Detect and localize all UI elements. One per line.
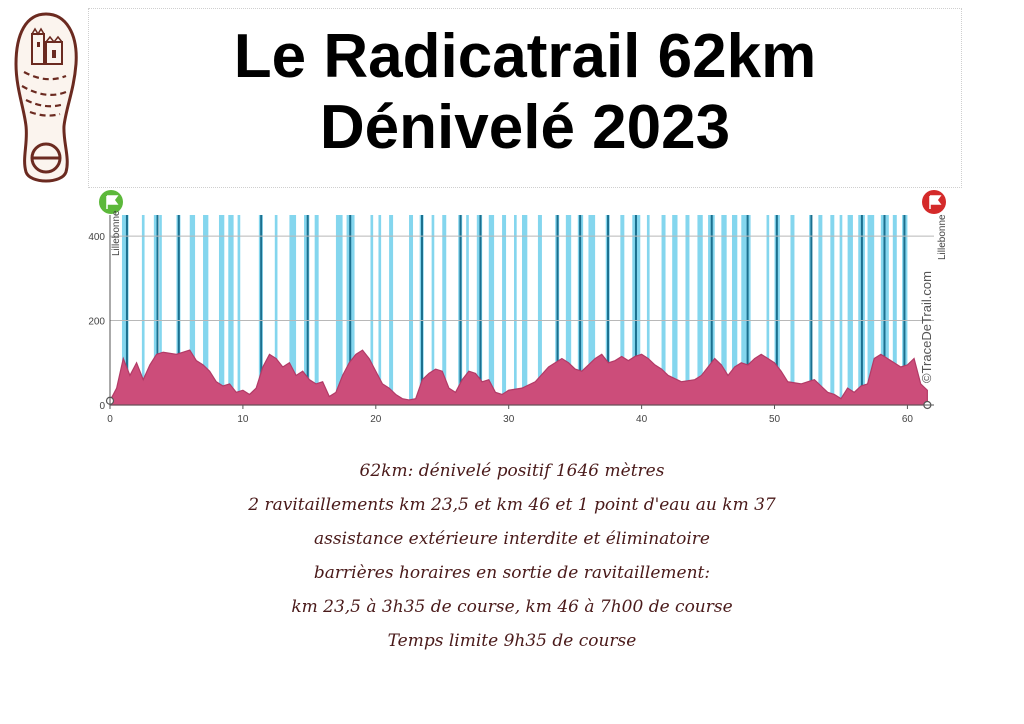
forest-band <box>378 215 382 405</box>
forest-band <box>588 215 596 405</box>
forest-band-dark <box>125 215 128 405</box>
forest-band <box>431 215 435 405</box>
forest-band <box>646 215 650 405</box>
forest-band <box>502 215 507 405</box>
forest-band <box>203 215 209 405</box>
forest-band-dark <box>459 215 462 405</box>
x-tick-label: 20 <box>370 414 382 425</box>
forest-band-dark <box>156 215 159 405</box>
forest-band <box>274 215 278 405</box>
info-line-refreshments: 2 ravitaillements km 23,5 et km 46 et 1 … <box>248 495 776 515</box>
forest-bands <box>121 215 908 405</box>
forest-band <box>466 215 469 405</box>
forest-band-dark <box>556 215 559 405</box>
forest-band-dark <box>479 215 482 405</box>
forest-band <box>218 215 225 405</box>
forest-band <box>121 215 129 405</box>
elevation-chart: 0 10 20 30 40 50 60 0 200 400 Lillebonne Lillebon… <box>88 190 948 425</box>
y-tick-label: 200 <box>88 317 105 328</box>
info-line-assistance: assistance extérieure interdite et élimi… <box>314 529 710 549</box>
forest-band <box>731 215 738 405</box>
forest-band-dark <box>634 215 637 405</box>
forest-band-dark <box>775 215 778 405</box>
forest-band <box>189 215 196 405</box>
forest-band <box>159 215 162 405</box>
forest-band <box>672 215 678 405</box>
x-tick-label: 60 <box>902 414 914 425</box>
forest-band <box>721 215 727 405</box>
forest-band-dark <box>710 215 713 405</box>
info-line-cutoffs-heading: barrières horaires en sortie de ravitail… <box>313 563 711 583</box>
forest-band <box>514 215 517 405</box>
forest-band <box>839 215 843 405</box>
forest-band <box>847 215 853 405</box>
forest-band-dark <box>883 215 886 405</box>
green-start-flag-icon <box>99 190 123 214</box>
info-line-time-limit: Temps limite 9h35 de course <box>387 631 637 651</box>
forest-band <box>370 215 374 405</box>
info-line-cutoff-times: km 23,5 à 3h35 de course, km 46 à 7h00 d… <box>291 597 733 617</box>
forest-band <box>228 215 234 405</box>
elevation-area <box>109 349 928 406</box>
forest-band <box>766 215 770 405</box>
forest-band-dark <box>349 215 352 405</box>
end-location-label: Lillebonne <box>937 214 948 260</box>
forest-band <box>153 215 157 405</box>
forest-band-dark <box>420 215 423 405</box>
y-tick-label: 0 <box>99 401 105 412</box>
title-frame <box>88 8 962 188</box>
forest-band <box>565 215 572 405</box>
forest-band <box>289 215 297 405</box>
forest-band <box>790 215 795 405</box>
forest-band <box>685 215 690 405</box>
forest-band <box>141 215 145 405</box>
forest-band-dark <box>579 215 582 405</box>
x-tick-label: 10 <box>237 414 249 425</box>
forest-band <box>661 215 666 405</box>
x-tick-label: 30 <box>503 414 515 425</box>
forest-band <box>830 215 835 405</box>
forest-band-dark <box>607 215 610 405</box>
page-title-line-1: Le Radicatrail 62km <box>233 22 817 91</box>
forest-band-dark <box>260 215 263 405</box>
axes <box>109 215 934 409</box>
forest-band-dark <box>903 215 906 405</box>
forest-band <box>476 215 483 405</box>
x-tick-label: 0 <box>107 414 113 425</box>
forest-band <box>488 215 495 405</box>
y-tick-label: 400 <box>88 232 105 243</box>
info-line-elevation: 62km: dénivelé positif 1646 mètres <box>359 461 665 481</box>
forest-band <box>892 215 897 405</box>
forest-band <box>818 215 823 405</box>
forest-band-dark <box>810 215 813 405</box>
forest-band <box>389 215 394 405</box>
forest-band <box>522 215 528 405</box>
forest-band <box>620 215 625 405</box>
forest-band-dark <box>746 215 749 405</box>
forest-band-dark <box>860 215 863 405</box>
x-tick-label: 50 <box>769 414 781 425</box>
forest-band <box>314 215 319 405</box>
forest-band <box>537 215 542 405</box>
x-tick-label: 40 <box>636 414 648 425</box>
forest-band <box>442 215 447 405</box>
forest-band <box>697 215 703 405</box>
forest-band <box>741 215 751 405</box>
forest-band <box>409 215 414 405</box>
forest-band-dark <box>177 215 180 405</box>
red-finish-flag-icon <box>922 190 946 214</box>
start-location-label: Lillebonne <box>111 210 122 256</box>
forest-band <box>237 215 241 405</box>
tracedetrail-watermark: ©TraceDeTrail.com <box>919 271 934 383</box>
page-title-line-2: Dénivelé 2023 <box>319 93 731 162</box>
shoe-print-castle-logo-icon <box>14 12 78 183</box>
tick-labels: 0 10 20 30 40 50 60 0 200 400 <box>88 232 913 425</box>
forest-band-dark <box>306 215 309 405</box>
forest-band <box>335 215 343 405</box>
forest-band <box>867 215 875 405</box>
